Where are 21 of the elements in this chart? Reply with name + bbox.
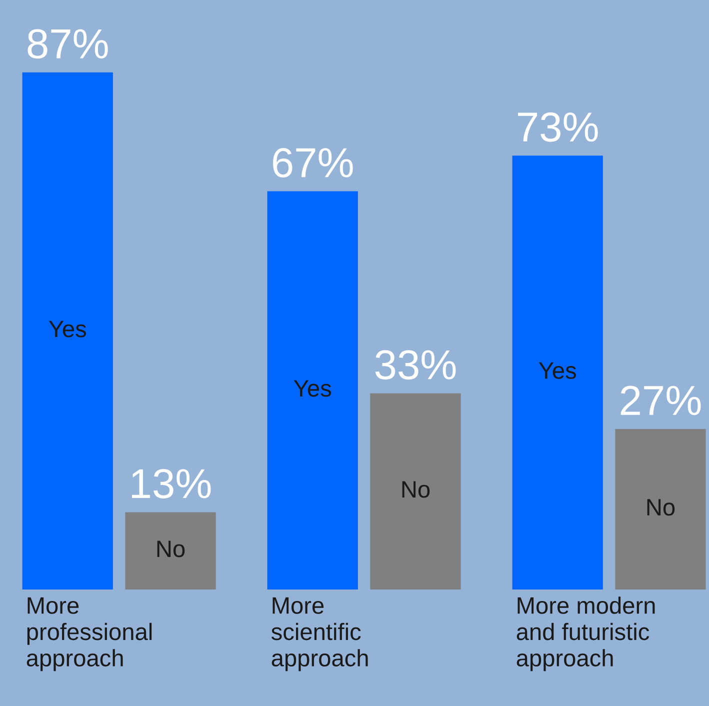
data-label: 87%: [28, 29, 108, 59]
x-tick-label: More modern and futuristic approach: [516, 596, 655, 672]
bar: [512, 156, 603, 590]
data-label: 67%: [273, 148, 353, 178]
text: Yes: [48, 320, 86, 338]
data-label: 73%: [518, 112, 598, 142]
bar: [615, 429, 706, 590]
bar: [125, 512, 216, 590]
series-label: No: [157, 540, 185, 558]
bar: [22, 72, 113, 590]
data-label: 33%: [375, 350, 456, 380]
bar: [267, 191, 358, 590]
text: Yes: [538, 362, 576, 379]
x-tick-label: More scientific approach: [271, 597, 368, 672]
text: No: [647, 499, 675, 516]
series-label: Yes: [294, 380, 332, 397]
bar: [370, 393, 461, 590]
x-tick-label: More professional approach: [26, 597, 152, 672]
text: No: [402, 481, 430, 498]
data-label: 27%: [620, 386, 701, 416]
data-label: 13%: [132, 468, 211, 498]
